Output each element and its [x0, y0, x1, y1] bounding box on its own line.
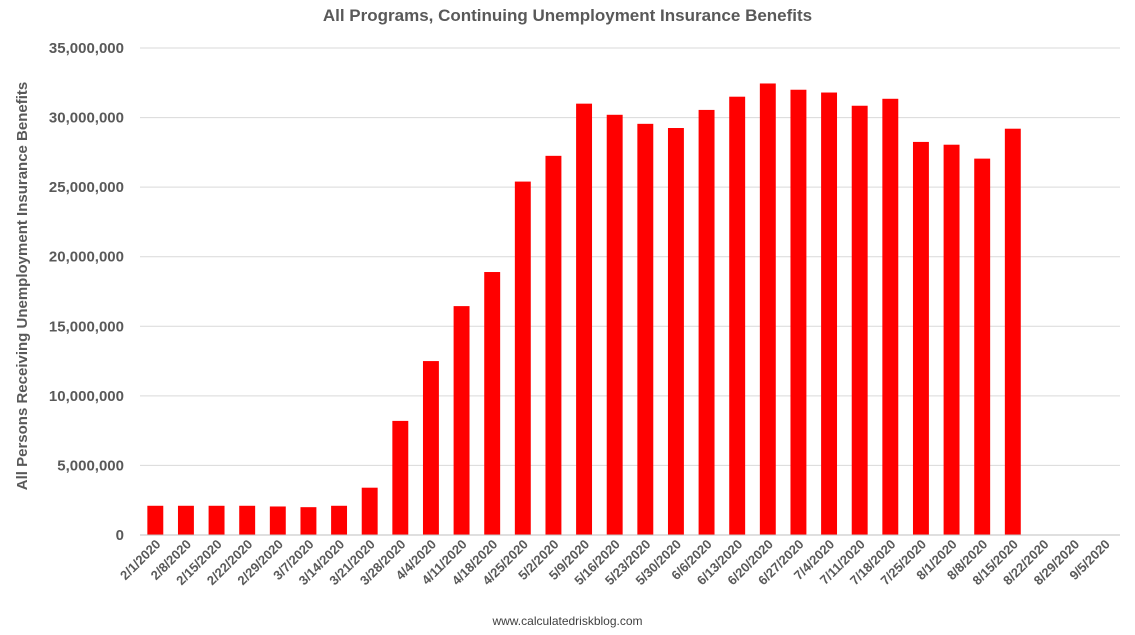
bar	[698, 109, 715, 535]
x-tick-labels: 2/1/20202/8/20202/15/20202/22/20202/29/2…	[117, 537, 1113, 589]
bar	[1004, 128, 1021, 535]
gridlines	[140, 47, 1120, 466]
y-tick-label: 5,000,000	[57, 457, 124, 474]
bar	[729, 96, 746, 535]
bar	[422, 361, 439, 535]
footer-credit: www.calculatedriskblog.com	[492, 614, 643, 628]
y-tick-label: 30,000,000	[49, 110, 124, 127]
bar	[759, 83, 776, 535]
bar	[974, 158, 991, 535]
bar	[912, 141, 929, 535]
bar	[331, 505, 348, 535]
chart-title: All Programs, Continuing Unemployment In…	[322, 6, 813, 25]
y-tick-label: 15,000,000	[49, 318, 124, 335]
bar	[208, 505, 225, 535]
bar	[790, 89, 807, 535]
y-axis-title: All Persons Receiving Unemployment Insur…	[14, 82, 31, 490]
bar	[667, 128, 684, 535]
bar	[239, 505, 256, 535]
bar	[484, 272, 501, 535]
bar	[361, 487, 378, 535]
bar	[943, 144, 960, 535]
y-tick-label: 25,000,000	[49, 179, 124, 196]
y-tick-label: 35,000,000	[49, 40, 124, 57]
bar	[545, 155, 562, 536]
bar	[851, 105, 868, 535]
bar	[576, 103, 593, 536]
bar	[821, 92, 838, 536]
bar	[882, 98, 899, 535]
y-tick-label: 20,000,000	[49, 249, 124, 266]
bar	[269, 506, 286, 535]
bar	[147, 505, 164, 535]
bar	[300, 507, 317, 535]
bars	[147, 83, 1021, 536]
bar	[637, 123, 654, 535]
bar	[606, 114, 623, 535]
y-tick-label: 0	[116, 527, 124, 544]
y-tick-label: 10,000,000	[49, 388, 124, 405]
bar	[177, 505, 194, 535]
y-tick-labels: 0 5,000,000 10,000,000 15,000,000 20,000,000…	[49, 40, 124, 544]
bar	[514, 181, 531, 535]
bar	[453, 306, 470, 535]
bar	[392, 420, 409, 535]
